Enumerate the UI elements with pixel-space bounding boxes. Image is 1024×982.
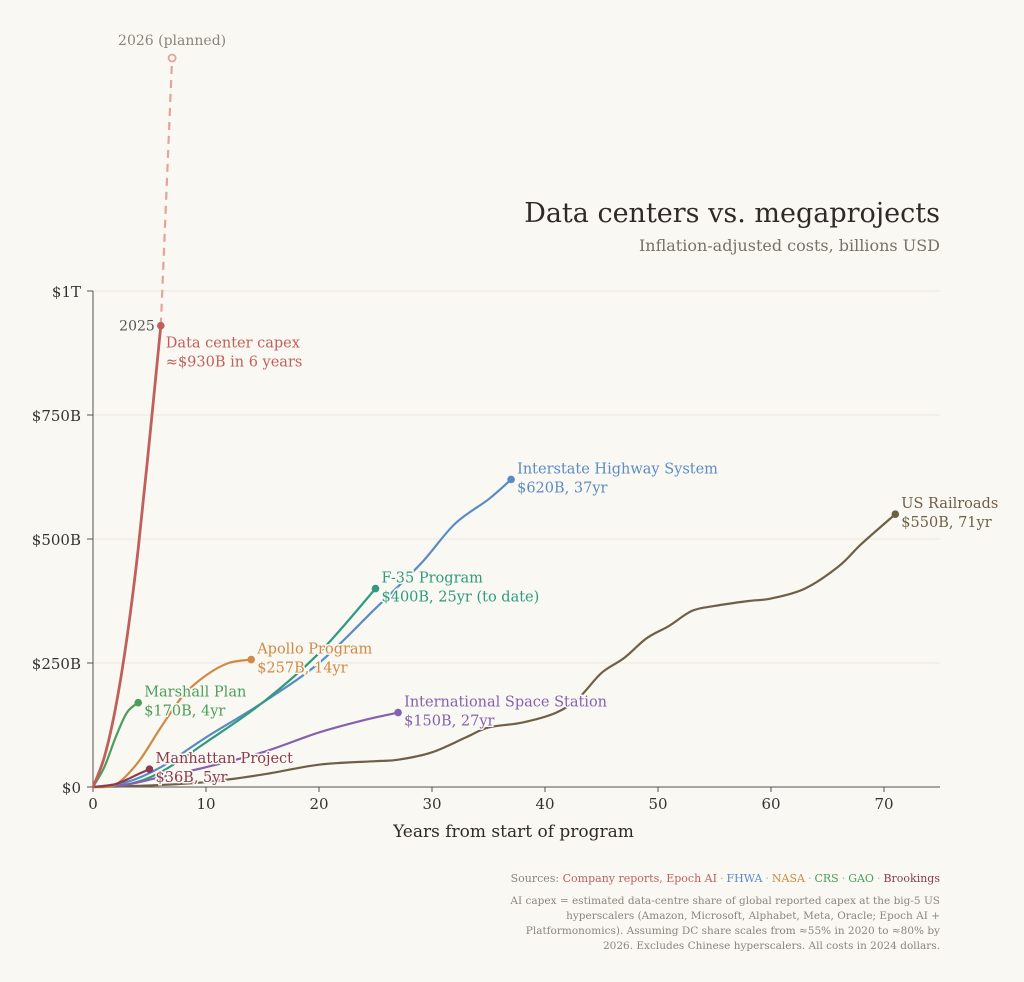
methodology-note: AI capex = estimated data-centre share o… <box>510 895 940 952</box>
series-endpoint-dc <box>157 321 165 330</box>
series-value-highway: $620B, 37yr <box>517 480 607 496</box>
source-item: FHWA <box>726 872 763 885</box>
series-endpoint-f35 <box>371 584 380 593</box>
source-separator: · <box>841 872 846 885</box>
series-labels: 2026 (planned) US Railroads $550B, 71yr Int… <box>118 33 1000 788</box>
source-item: Brookings <box>883 872 940 885</box>
y-tick-label: $500B <box>32 531 81 549</box>
series-name-manhattan: Manhattan Project <box>156 751 294 767</box>
series-line-iss <box>91 711 400 789</box>
x-tick-label: 20 <box>309 795 328 813</box>
series-endpoint-iss <box>394 708 402 717</box>
source-item: GAO <box>848 872 874 885</box>
x-tick-label: 40 <box>535 795 554 813</box>
sources-label: Sources: <box>510 872 560 885</box>
y-tick-label: $750B <box>32 407 81 425</box>
source-separator: · <box>876 872 881 885</box>
projection-label: 2026 (planned) <box>118 33 226 49</box>
sources-line: Sources: Company reports, Epoch AI · FHWA ·… <box>511 872 940 885</box>
source-separator: · <box>807 872 812 885</box>
chart-subtitle: Inflation-adjusted costs, billions USD <box>638 236 940 255</box>
series-name-apollo: Apollo Program <box>256 642 372 658</box>
x-tick-label: 70 <box>874 795 893 813</box>
series-value-marshall: $170B, 4yr <box>144 704 225 720</box>
source-separator: · <box>719 872 724 885</box>
x-axis-label: Years from start of program <box>392 822 634 842</box>
y-tick-label: $0 <box>62 779 81 797</box>
series-line-manhattan <box>91 768 151 789</box>
series-line-highway <box>91 478 513 789</box>
series-line-dc <box>91 324 163 789</box>
series-endpoint-marshall <box>134 698 142 707</box>
x-tick-label: 0 <box>88 795 98 813</box>
chart-title: Data centers vs. megaprojects <box>524 198 940 229</box>
series-endpoint-manhattan <box>145 765 154 773</box>
series-name-railroads: US Railroads <box>901 496 998 512</box>
x-tick-label: 10 <box>196 795 215 813</box>
series-name-f35: F-35 Program <box>382 571 484 587</box>
series-endpoint-railroads <box>891 510 900 518</box>
series-name-dc: Data center capex <box>166 336 300 352</box>
series-value-apollo: $257B, 14yr <box>257 661 347 677</box>
series-value-f35: $400B, 25yr (to date) <box>382 590 540 606</box>
series-value-railroads: $550B, 71yr <box>901 515 991 531</box>
series-endpoint-apollo <box>247 655 255 664</box>
series-value-dc: ≈$930B in 6 years <box>166 355 303 371</box>
series-value-iss: $150B, 27yr <box>404 714 494 730</box>
series-line-railroads <box>91 513 897 789</box>
series-name-marshall: Marshall Plan <box>144 685 246 701</box>
series-lines <box>91 53 900 789</box>
source-item: NASA <box>771 872 805 885</box>
y-tick-label: $1T <box>52 283 81 301</box>
x-tick-label: 60 <box>761 795 780 813</box>
x-tick-label: 50 <box>648 795 667 813</box>
x-tick-label: 30 <box>422 795 441 813</box>
series-endpoint-highway <box>507 475 515 484</box>
projection-point <box>167 53 177 63</box>
axes: $0 $250B $500B $750B $1T 0 10 20 30 40 50 60 70 Years… <box>32 283 940 842</box>
projection-line <box>159 57 174 326</box>
series-value-manhattan: $36B, 5yr <box>156 770 228 786</box>
series-line-marshall <box>91 701 140 789</box>
grid-lines <box>93 290 940 664</box>
source-separator: · <box>765 872 769 885</box>
series-name-iss: International Space Station <box>404 695 607 711</box>
series-name-highway: Interstate Highway System <box>517 461 718 477</box>
source-item: CRS <box>814 872 839 885</box>
y-tick-label: $250B <box>32 655 81 673</box>
source-item: Company reports, Epoch AI <box>562 872 717 885</box>
series-point-label-dc: 2025 <box>119 319 155 335</box>
